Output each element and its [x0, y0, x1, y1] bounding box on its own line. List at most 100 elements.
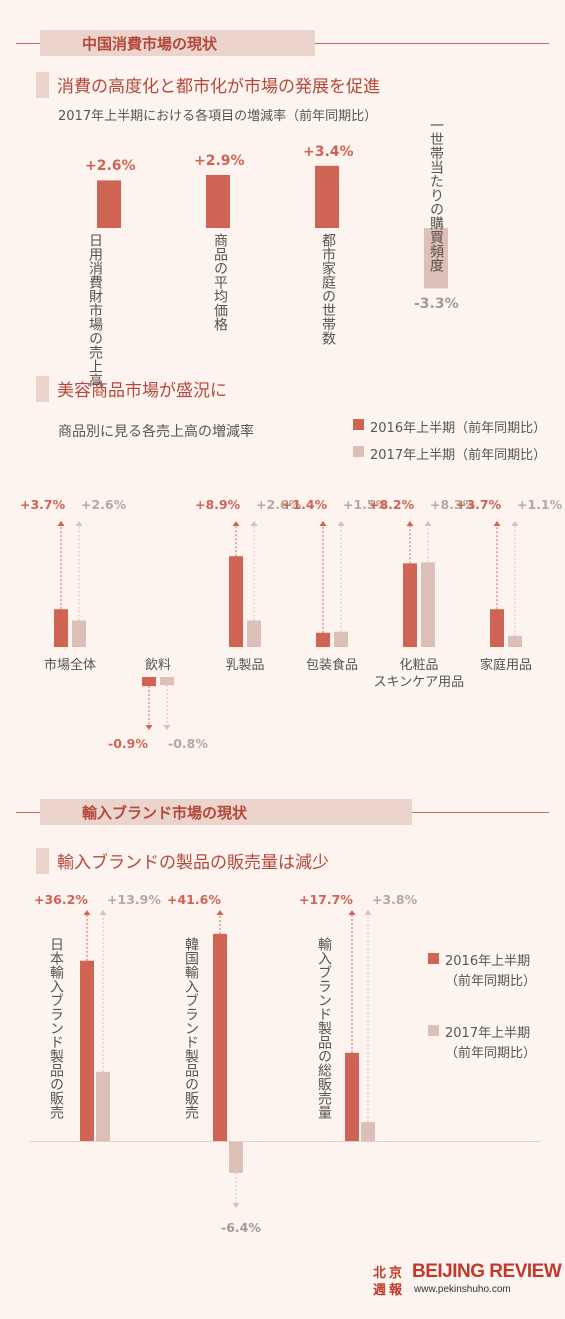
chart3-arrow-head [232, 1203, 240, 1208]
chart1-title: 消費の高度化と都市化が市場の発展を促進 [57, 77, 380, 97]
chart3-category-label: 輸入ブランド製品の総販売量 [316, 937, 332, 1119]
chart1-bar [97, 180, 121, 228]
chart2-bar [421, 562, 435, 647]
chart2-arrow-head [145, 725, 153, 730]
legend-2016-swatch [428, 953, 439, 964]
chart3-bar [96, 1071, 110, 1141]
chart2-subtitle: 商品別に見る各売上高の増減率 [58, 424, 254, 440]
brand-logo-cn-top: 北京 [373, 1266, 406, 1281]
chart3-arrow-head [99, 910, 107, 915]
chart2-arrow-head [232, 521, 240, 526]
chart2-arrow-head [406, 521, 414, 526]
chart2-value-label: +2.6% [256, 497, 302, 512]
chart3-value-label: +17.7% [299, 892, 353, 907]
chart3-bar [213, 933, 227, 1141]
chart2-category-label: 市場全体 [44, 658, 97, 673]
legend-2017-label: 2017年上半期 [445, 1026, 531, 1041]
chart2-category-label: 飲料 [145, 658, 172, 673]
chart1-category-label: 日用消費財市場の売上高 [87, 233, 103, 387]
chart1-value-label: -3.3% [414, 296, 459, 313]
chart2-bar [229, 556, 243, 647]
subtitle-marker [36, 848, 49, 874]
section-box [40, 799, 412, 825]
chart3-bar [361, 1122, 375, 1141]
chart2-arrow-head [163, 725, 171, 730]
chart2-category-label: 乳製品 [225, 658, 265, 673]
legend-2017-label: 2017年上半期（前年同期比） [370, 448, 547, 463]
chart2-bar [334, 631, 348, 647]
chart3-category-label: 日本輸入ブランド製品の販売 [48, 937, 64, 1119]
chart3-value-label: +36.2% [34, 892, 88, 907]
chart2-arrow-head [319, 521, 327, 526]
chart2-arrow-head [250, 521, 258, 526]
section-box [40, 30, 315, 56]
chart3-bar [229, 1141, 243, 1173]
chart1-bar [206, 174, 230, 228]
chart2-value-label: -0.9% [108, 736, 148, 751]
chart2-arrow-head [337, 521, 345, 526]
legend-2016-swatch [353, 419, 364, 430]
chart2-value-label: +3.7% [456, 497, 502, 512]
chart1-bar [424, 228, 448, 289]
chart2-title: 美容商品市場が盛況に [57, 381, 227, 401]
chart3-bar [80, 960, 94, 1141]
chart3-arrow-head [348, 910, 356, 915]
chart2-value-label: +2.6% [81, 497, 127, 512]
legend-2016-label: 2016年上半期 [445, 954, 531, 969]
chart2-bar [72, 620, 86, 647]
chart3-arrow-head [83, 910, 91, 915]
chart2-arrow-head [424, 521, 432, 526]
chart2-category-label: 家庭用品 [480, 658, 533, 673]
brand-name: BEIJING REVIEW [412, 1261, 562, 1282]
subtitle-marker [36, 72, 49, 98]
legend-2017-swatch [353, 446, 364, 457]
chart2-arrow-head [493, 521, 501, 526]
chart1-value-label: +2.6% [85, 158, 136, 175]
chart2-bar [403, 563, 417, 647]
brand-url: www.pekinshuho.com [414, 1284, 511, 1295]
chart3-value-label: +3.8% [372, 892, 418, 907]
chart2-value-label: +1.4% [282, 497, 328, 512]
chart1-value-label: +3.4% [303, 143, 354, 160]
chart2-arrow-head [57, 521, 65, 526]
chart1-value-label: +2.9% [194, 152, 245, 169]
chart2-bar [142, 677, 156, 687]
chart2-bar [316, 632, 330, 647]
chart2-bar [508, 635, 522, 647]
chart3-arrow-head [364, 910, 372, 915]
chart2-value-label: +1.1% [517, 497, 563, 512]
chart2-category-label: 化粧品 [399, 658, 439, 673]
legend-2017-swatch [428, 1025, 439, 1036]
chart2-category-label: スキンケア用品 [373, 675, 465, 690]
chart2-category-label: 包装食品 [306, 658, 359, 673]
brand-logo-cn-bottom: 週報 [373, 1283, 406, 1298]
chart2-bar [247, 620, 261, 647]
chart1-subtitle: 2017年上半期における各項目の増減率（前年同期比） [58, 109, 378, 124]
section-title: 中国消費市場の現状 [82, 35, 218, 53]
chart2-value-label: +8.3% [430, 497, 476, 512]
legend-2017-note: （前年同期比） [445, 1046, 537, 1061]
chart2-value-label: +3.7% [20, 497, 66, 512]
chart1-category-label: 都市家庭の世帯数 [320, 233, 336, 345]
chart2-bar [160, 677, 174, 686]
chart2-arrow-head [75, 521, 83, 526]
legend-2016-note: （前年同期比） [445, 974, 537, 989]
chart3-bar [345, 1052, 359, 1141]
chart1-category-label: 一世帯当たりの購買頻度 [428, 118, 444, 272]
chart3-value-label: +13.9% [107, 892, 161, 907]
chart2-bar [490, 609, 504, 647]
chart3-arrow-head [216, 910, 224, 915]
legend-2016-label: 2016年上半期（前年同期比） [370, 421, 547, 436]
section-title: 輸入ブランド市場の現状 [82, 804, 248, 822]
chart2-value-label: -0.8% [168, 736, 208, 751]
chart2-arrow-head [511, 521, 519, 526]
chart2-value-label: +1.5% [343, 497, 389, 512]
chart3-value-label: -6.4% [221, 1220, 261, 1235]
chart2-value-label: +8.2% [369, 497, 415, 512]
subtitle-marker [36, 376, 49, 402]
chart1-category-label: 商品の平均価格 [212, 233, 228, 331]
chart3-title: 輸入ブランドの製品の販売量は減少 [57, 853, 329, 873]
chart2-bar [54, 609, 68, 647]
chart3-category-label: 韓国輸入ブランド製品の販売 [183, 937, 199, 1119]
